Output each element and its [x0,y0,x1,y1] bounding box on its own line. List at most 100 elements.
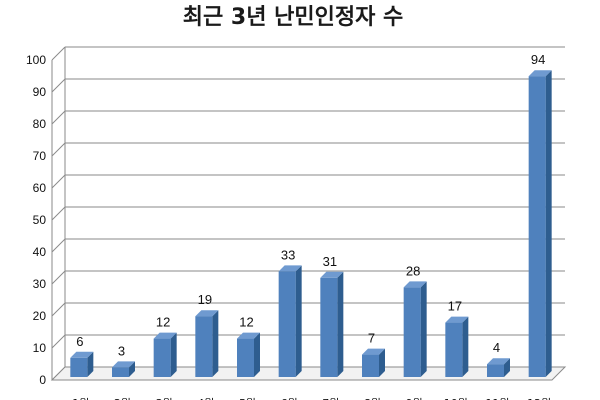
data-label: 19 [198,292,212,307]
x-tick-label: 2월 [114,397,131,400]
bar-top [320,271,344,278]
bar [153,332,177,377]
bar-front [278,271,296,377]
bar-side [379,348,385,377]
x-tick-label: 10월 [444,397,468,400]
y-tick-label: 90 [33,85,47,99]
bar-front [528,76,546,377]
bar-top [153,332,177,339]
data-label: 33 [281,247,295,262]
bar-front [153,338,171,377]
x-tick-label: 1월 [72,397,89,400]
bar-top [278,265,302,272]
data-label: 4 [493,340,500,355]
bar-front [445,322,463,377]
bar-side [254,332,260,377]
bar-top [403,281,427,288]
bar-top [487,358,510,365]
data-label: 3 [118,343,125,358]
y-tick-label: 80 [33,117,47,131]
grid-side-line [51,334,66,349]
data-label: 12 [156,315,170,330]
data-label: 31 [323,254,337,269]
bar-side [87,351,94,377]
data-label: 7 [368,331,375,346]
x-tick-label: 3월 [156,397,173,400]
data-label: 17 [448,299,462,314]
grid-side-line [51,174,66,189]
bar-top [112,361,135,368]
grid-side-line [51,302,66,317]
chart-x-ticks: 1월 2월 3월 4월 5월 6월 7월 8월 9월 10월 11월 12월 [72,397,551,400]
bar [528,70,552,377]
chart-axes: 0 10 20 30 40 50 60 70 80 90 100 [26,46,567,387]
grid-side-line [51,142,66,157]
x-tick-label: 5월 [239,397,256,400]
bar-front [403,287,421,377]
bar-front [362,354,379,377]
bar-top [70,351,94,358]
grid-side-line [51,110,66,125]
bar-top [528,70,552,77]
bar-side [129,361,135,377]
bar [403,281,427,377]
data-label: 6 [76,334,83,349]
bar-side [462,316,469,377]
bar [320,271,344,377]
bar-side [295,265,302,377]
chart-data-labels: 6 3 12 19 12 33 31 7 28 17 4 94 [76,52,545,358]
bar-side [420,281,427,377]
y-tick-label: 60 [33,181,47,195]
bar-front [237,338,254,377]
y-tick-label: 40 [33,245,47,259]
bar-side [545,70,552,377]
bar-front [320,277,338,377]
bar-front [70,357,88,377]
y-tick-label: 50 [33,213,47,227]
bar [112,361,135,377]
y-tick-label: 10 [33,341,47,355]
x-tick-label: 9월 [406,397,423,400]
bar [70,351,94,377]
grid-side-line [51,270,66,285]
grid-side-line [51,206,66,221]
bar-front [112,367,129,377]
data-label: 94 [531,52,545,67]
y-tick-label: 20 [33,309,47,323]
bar [445,316,469,377]
x-tick-label: 7월 [322,397,339,400]
x-tick-label: 12월 [527,397,551,400]
x-tick-label: 6월 [281,397,298,400]
bar-top [237,332,260,339]
bar [237,332,260,377]
bar-front [487,364,504,377]
x-tick-label: 4월 [197,397,214,400]
y-tick-label: 30 [33,277,47,291]
bar-top [195,310,219,317]
x-tick-label: 11월 [485,397,509,400]
bar [487,358,510,377]
bar-side [504,358,510,377]
bar [195,310,219,377]
grid-side-line [51,238,66,253]
data-label: 12 [239,315,253,330]
bar-front [195,316,213,377]
y-tick-label: 100 [26,53,46,67]
bar-top [445,316,469,323]
data-label: 28 [406,263,420,278]
bar-side [337,271,344,377]
grid-side-line [51,46,66,61]
x-tick-label: 8월 [364,397,381,400]
bar-side [212,310,219,377]
chart-floor [50,366,567,381]
bar-side [170,332,177,377]
grid-side-line [51,78,66,93]
chart-title: 최근 3년 난민인정자 수 [183,5,403,30]
y-tick-label: 70 [33,149,47,163]
bar [362,348,385,377]
bar [278,265,302,377]
y-tick-label: 0 [39,373,46,387]
bar-top [362,348,385,355]
chart-bars [70,70,552,377]
